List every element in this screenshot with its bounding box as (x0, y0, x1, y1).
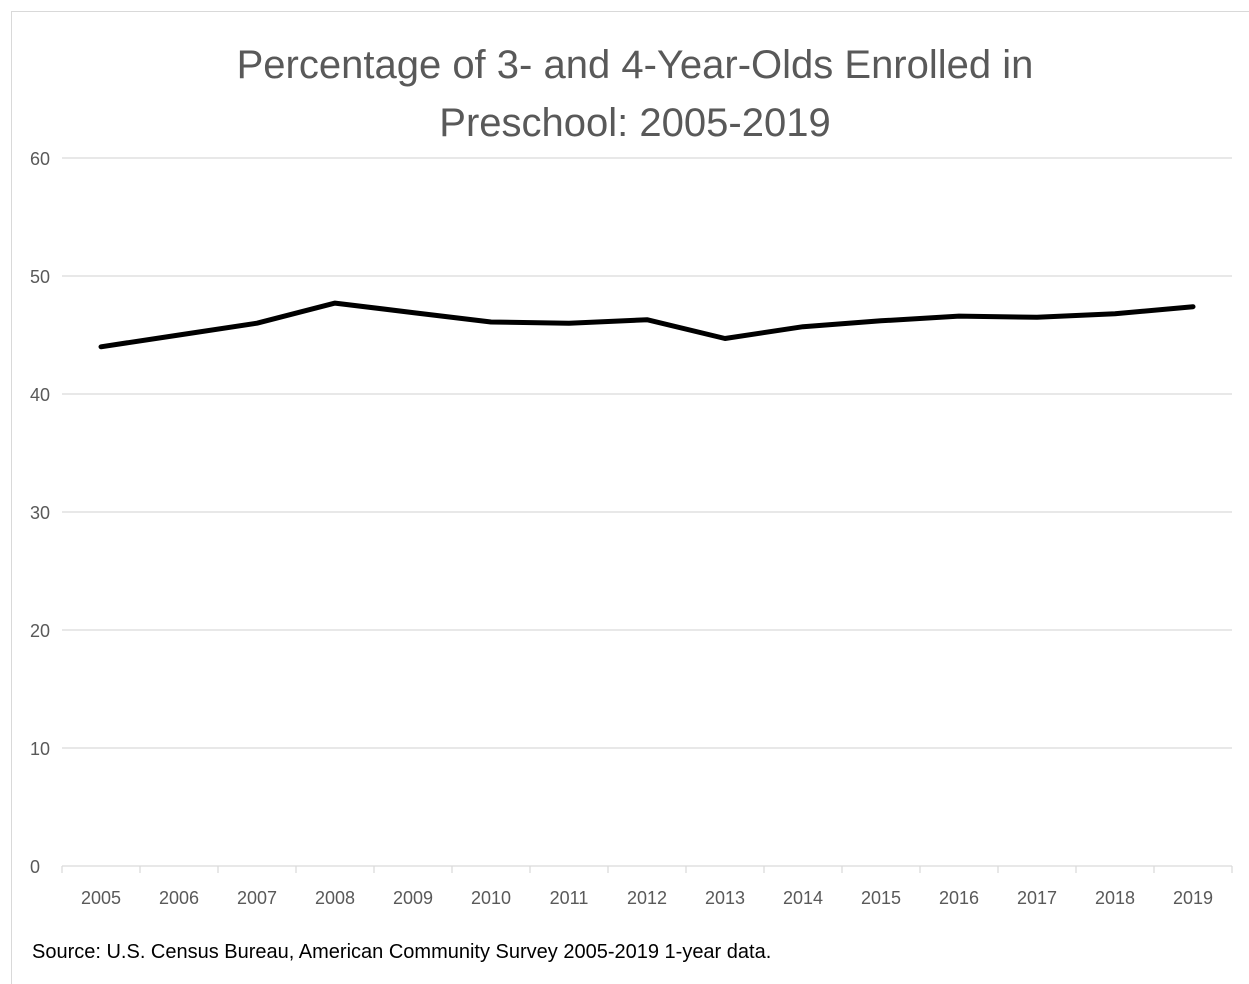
series-group (98, 300, 1196, 350)
x-tick-label: 2017 (1017, 888, 1057, 908)
x-tick-label: 2006 (159, 888, 199, 908)
x-tick-label: 2009 (393, 888, 433, 908)
source-note: Source: U.S. Census Bureau, American Com… (32, 941, 772, 963)
y-axis-ticks: 0 10 20 30 40 50 60 (30, 149, 50, 877)
y-tick-label: 10 (30, 739, 50, 759)
chart-title: Percentage of 3- and 4-Year-Olds Enrolle… (237, 43, 1034, 145)
x-tick-label: 2015 (861, 888, 901, 908)
x-tick-label: 2011 (550, 888, 589, 908)
x-tick-label: 2014 (783, 888, 823, 908)
y-tick-label: 20 (30, 621, 50, 641)
x-tick-label: 2005 (81, 888, 121, 908)
x-tick-label: 2010 (471, 888, 511, 908)
x-axis: 2005 2006 2007 2008 2009 2010 2011 2012 2013 2014… (61, 865, 1233, 908)
y-tick-label: 40 (30, 385, 50, 405)
chart-frame (11, 11, 1249, 984)
chart-title-line-2: Preschool: 2005-2019 (439, 101, 830, 145)
x-tick-label: 2019 (1173, 888, 1213, 908)
x-tick-label: 2007 (237, 888, 277, 908)
chart-title-line-1: Percentage of 3- and 4-Year-Olds Enrolle… (237, 43, 1034, 87)
y-tick-label: 60 (30, 149, 50, 169)
x-tick-label: 2016 (939, 888, 979, 908)
y-tick-label: 0 (30, 857, 40, 877)
x-tick-label: 2018 (1095, 888, 1135, 908)
gridlines (62, 157, 1232, 749)
x-tick-label: 2013 (705, 888, 745, 908)
series-line (98, 300, 1196, 350)
x-tick-label: 2008 (315, 888, 355, 908)
y-tick-label: 50 (30, 267, 50, 287)
x-tick-label: 2012 (627, 888, 667, 908)
y-tick-label: 30 (30, 503, 50, 523)
